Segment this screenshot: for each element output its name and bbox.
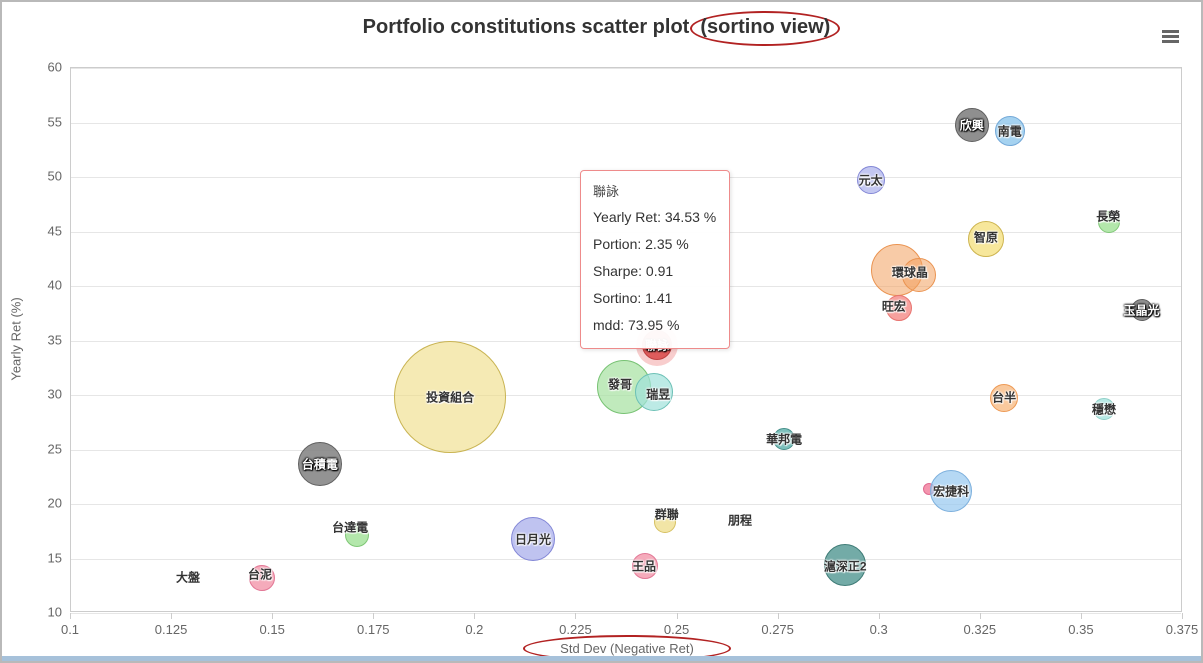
x-tick-mark — [575, 613, 577, 619]
x-tick-mark — [272, 613, 274, 619]
gridline-y-20 — [71, 504, 1181, 505]
scatter-point-南電[interactable] — [994, 116, 1025, 147]
x-tick-label: 0.375 — [1165, 622, 1199, 637]
x-tick-label: 0.225 — [559, 622, 592, 637]
x-tick-mark — [474, 613, 476, 619]
scatter-point-日月光[interactable] — [510, 516, 555, 561]
bottom-strip — [2, 656, 1201, 661]
tooltip-line: mdd: 73.95 % — [593, 317, 680, 333]
y-tick-label: 35 — [47, 332, 62, 347]
x-tick-label: 0.125 — [154, 622, 188, 637]
tooltip-line: Portion: 2.35 % — [593, 236, 689, 252]
y-tick-label: 40 — [47, 277, 62, 293]
gridline-y-55 — [71, 122, 1181, 124]
scatter-point-瑞昱[interactable] — [635, 372, 674, 411]
x-tick-mark — [1080, 613, 1082, 619]
y-tick-label: 55 — [47, 114, 62, 129]
scatter-point-王品[interactable] — [632, 553, 658, 580]
gridline-y-15 — [71, 558, 1181, 560]
scatter-point-投資組合[interactable] — [394, 341, 507, 454]
y-tick-label: 20 — [47, 495, 62, 511]
tooltip-line: Sortino: 1.41 — [593, 290, 673, 306]
scatter-point-宏捷科[interactable] — [930, 470, 973, 512]
y-tick-label: 50 — [47, 168, 62, 184]
tooltip-line: Yearly Ret: 34.53 % — [593, 209, 717, 225]
tooltip-lines: Yearly Ret: 34.53 % Portion: 2.35 % Sharpe… — [593, 204, 717, 339]
x-tick-label: 0.275 — [761, 622, 794, 637]
x-tick-mark — [171, 613, 173, 619]
x-tick-label: 0.25 — [663, 622, 690, 637]
tooltip-line: Sharpe: 0.91 — [593, 263, 674, 279]
y-tick-label: 10 — [47, 604, 62, 620]
scatter-point-智原[interactable] — [967, 221, 1004, 258]
x-tick-mark — [373, 613, 375, 619]
scatter-point-旺宏[interactable] — [885, 294, 912, 321]
gridline-y-60 — [71, 68, 1181, 69]
x-tick-mark — [777, 613, 779, 619]
scatter-point-unlabeled[interactable] — [902, 258, 937, 293]
y-tick-label: 30 — [47, 386, 62, 402]
chart-context-menu-button[interactable] — [1157, 17, 1183, 43]
scatter-point-滬深正2[interactable] — [824, 544, 867, 587]
x-tick-label: 0.15 — [259, 622, 285, 637]
chart-title-annotated-text: (sortino view) — [700, 16, 831, 38]
y-tick-label: 60 — [47, 59, 62, 75]
x-tick-label: 0.1 — [60, 622, 80, 637]
gridline-y-10 — [71, 613, 1181, 614]
x-tick-mark — [70, 613, 71, 619]
x-tick-label: 0.3 — [869, 622, 888, 637]
x-axis-title: Std Dev (Negative Ret) — [560, 641, 694, 656]
x-tick-mark — [1182, 613, 1183, 619]
x-tick-mark — [979, 613, 981, 619]
scatter-point-穩懋[interactable] — [1092, 398, 1115, 421]
tooltip: 聯詠 Yearly Ret: 34.53 % Portion: 2.35 % Sha… — [580, 170, 730, 349]
scatter-point-元太[interactable] — [856, 166, 885, 195]
scatter-point-台半[interactable] — [990, 384, 1019, 413]
scatter-point-台泥[interactable] — [249, 565, 276, 592]
scatter-point-玉晶光[interactable] — [1130, 299, 1153, 322]
chart-title-main: Portfolio constitutions scatter plot — [362, 16, 690, 38]
scatter-point-長榮[interactable] — [1098, 210, 1121, 233]
scatter-point-台達電[interactable] — [345, 522, 370, 547]
y-tick-label: 15 — [47, 550, 62, 565]
scatter-point-群聯[interactable] — [653, 510, 676, 533]
scatter-point-華邦電[interactable] — [773, 427, 796, 450]
y-tick-label: 45 — [47, 223, 62, 238]
y-tick-label: 25 — [47, 441, 62, 456]
chart-title-annotation-ellipse: (sortino view) — [690, 11, 841, 46]
x-tick-label: 0.2 — [465, 622, 484, 637]
scatter-point-台積電[interactable] — [297, 441, 342, 486]
x-tick-label: 0.35 — [1068, 622, 1094, 637]
hamburger-icon — [1161, 29, 1179, 33]
tooltip-title: 聯詠 — [593, 184, 620, 199]
x-tick-label: 0.175 — [356, 622, 390, 637]
gridline-y-25 — [71, 449, 1181, 451]
x-tick-label: 0.325 — [963, 622, 997, 637]
x-tick-mark — [878, 613, 880, 619]
x-tick-mark — [676, 613, 678, 619]
chart-title: Portfolio constitutions scatter plot (sor… — [2, 11, 1201, 46]
scatter-point-欣興[interactable] — [954, 107, 989, 142]
